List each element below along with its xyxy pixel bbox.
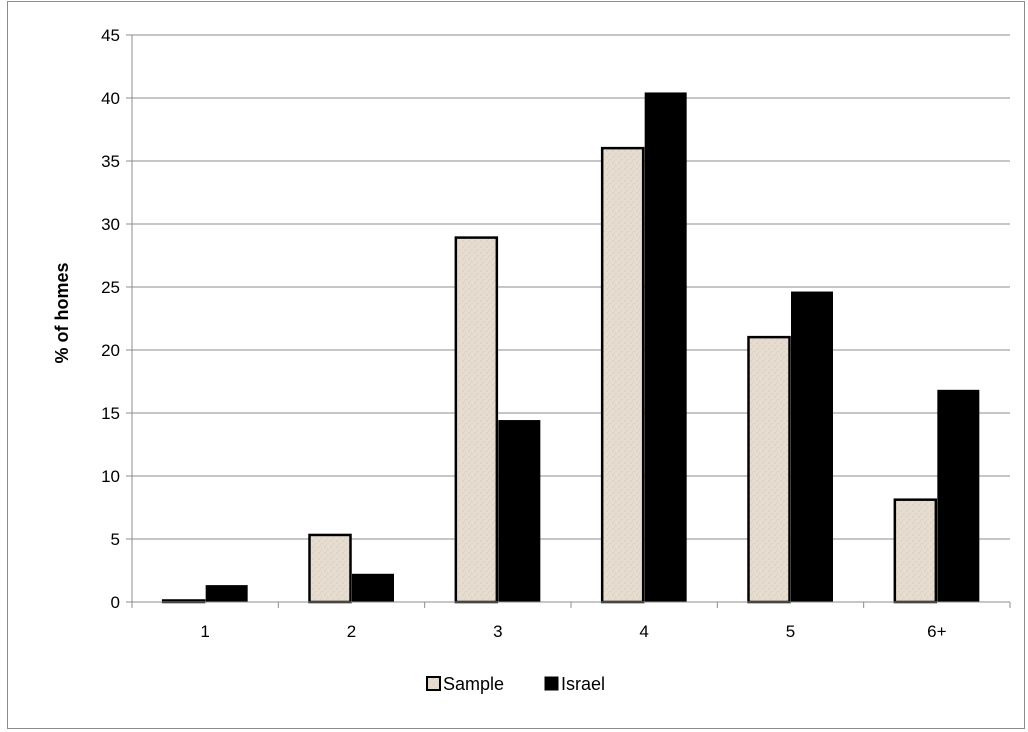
x-tick-label: 5 <box>786 622 795 641</box>
bar-israel-1 <box>205 585 248 603</box>
x-tick-label: 2 <box>347 622 356 641</box>
x-tick-label: 3 <box>493 622 502 641</box>
bar-israel-6plus <box>937 389 980 603</box>
y-tick-labels: 0 5 10 15 20 25 30 35 40 45 <box>101 26 120 612</box>
y-tick-label: 45 <box>101 26 120 45</box>
x-tick-label: 6+ <box>927 622 946 641</box>
chart-frame <box>7 1 1025 729</box>
bar-sample-3 <box>454 236 499 604</box>
bar-israel-2 <box>352 573 394 603</box>
legend: Sample Israel <box>426 674 605 694</box>
y-tick-label: 0 <box>111 593 120 612</box>
y-tick-label: 15 <box>101 404 120 423</box>
y-tick-label: 40 <box>101 89 120 108</box>
y-tick-label: 30 <box>101 215 120 234</box>
y-tick-label: 20 <box>101 341 120 360</box>
axes <box>131 35 1011 608</box>
y-tick-label: 5 <box>111 530 120 549</box>
x-tick-label: 4 <box>639 622 648 641</box>
x-tick-label: 1 <box>200 622 209 641</box>
legend-swatch-sample <box>426 676 441 691</box>
y-tick-label: 10 <box>101 467 120 486</box>
x-tick-labels: 1 2 3 4 5 6+ <box>200 622 946 641</box>
legend-label-sample: Sample <box>443 674 504 694</box>
bar-sample-2 <box>308 533 352 604</box>
y-tick-label: 35 <box>101 152 120 171</box>
y-axis-title: % of homes <box>52 262 72 363</box>
legend-label-israel: Israel <box>561 674 605 694</box>
bars <box>161 92 980 604</box>
gridlines <box>126 34 1010 603</box>
legend-swatch-israel <box>544 676 559 691</box>
bar-israel-3 <box>498 420 541 603</box>
bar-israel-5 <box>791 291 833 603</box>
bar-sample-5 <box>747 335 791 604</box>
y-tick-label: 25 <box>101 278 120 297</box>
bar-israel-4 <box>644 92 687 603</box>
bar-sample-4 <box>600 146 645 604</box>
bar-sample-6plus <box>893 498 938 604</box>
